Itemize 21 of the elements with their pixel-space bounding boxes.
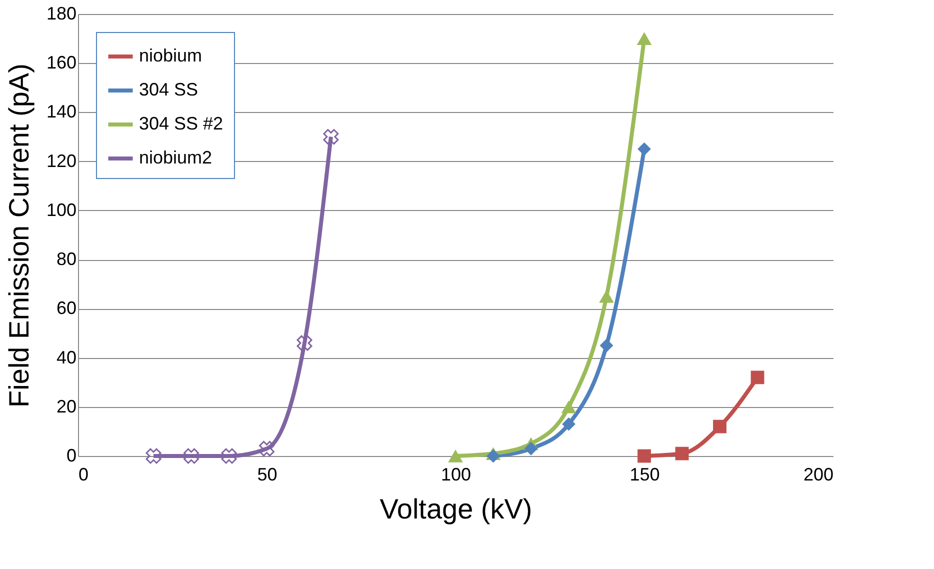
x-axis-title: Voltage (kV) [380,494,532,524]
y-tick-label: 60 [56,298,76,318]
y-axis-title: Field Emission Current (pA) [3,64,34,408]
legend-label: 304 SS [139,80,198,100]
y-tick-label: 140 [46,102,76,122]
y-tick-label: 120 [46,150,76,171]
y-tick-label: 180 [46,4,76,24]
x-tick-label: 150 [630,464,660,484]
legend-label: 304 SS #2 [139,114,224,134]
legend-label: niobium [139,46,202,66]
y-tick-label: 40 [56,347,76,368]
y-tick-label: 100 [46,200,76,220]
legend-label: niobium2 [139,148,212,168]
y-tick-label: 80 [56,249,76,270]
y-tick-label: 20 [56,396,76,416]
y-tick-label: 160 [46,52,76,73]
x-tick-label: 200 [803,464,834,484]
y-tick-label: 0 [66,446,76,466]
x-tick-label: 100 [440,464,472,484]
x-tick-label: 50 [257,464,278,484]
x-tick-label: 0 [78,464,89,484]
